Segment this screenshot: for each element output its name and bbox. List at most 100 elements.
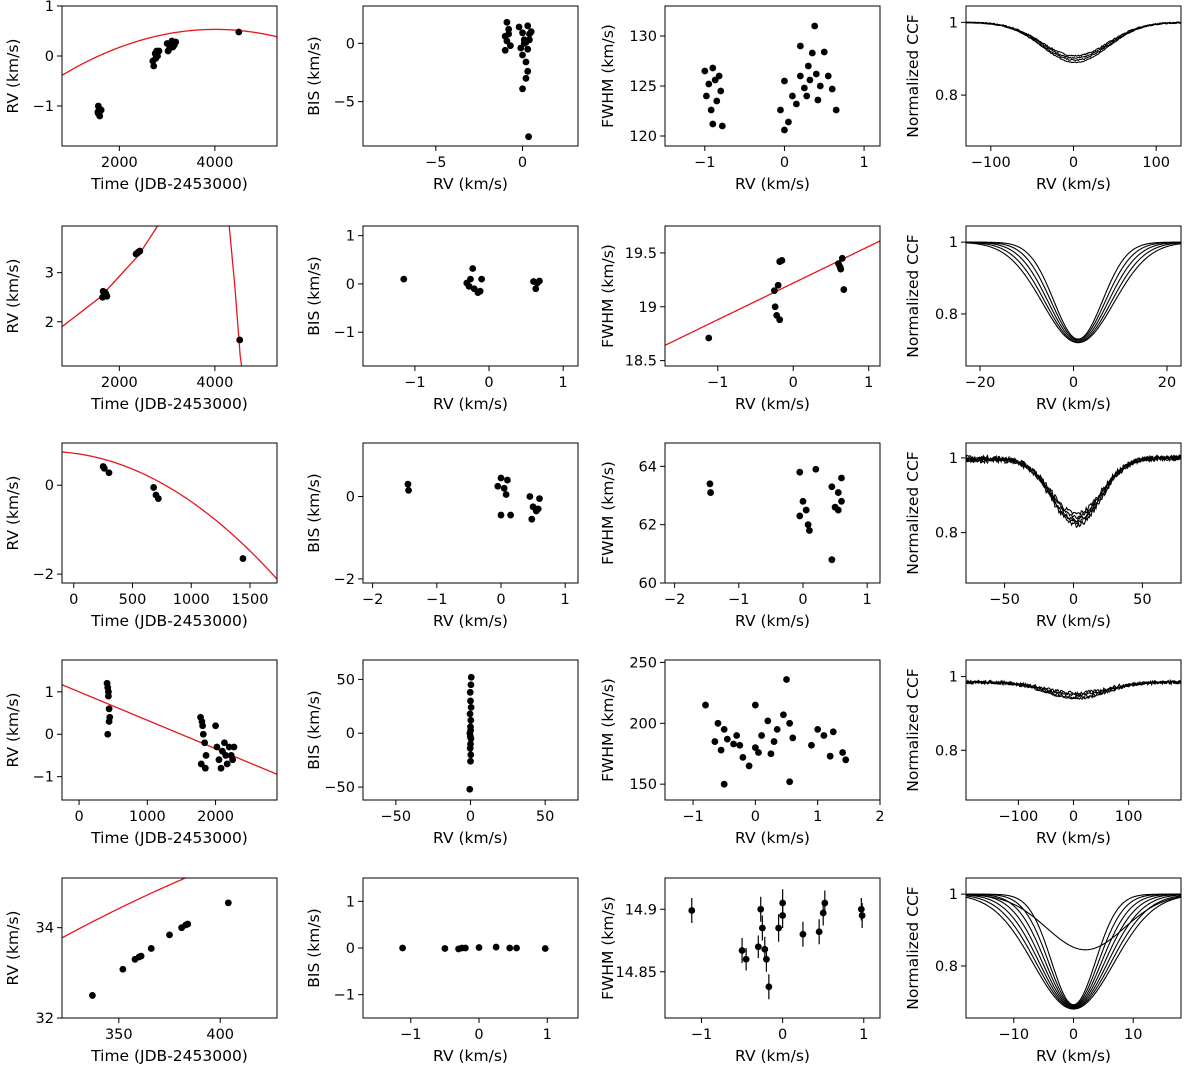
data-point	[172, 38, 180, 46]
data-point	[222, 752, 230, 759]
data-point	[534, 505, 542, 513]
axes-frame	[664, 442, 881, 584]
panel-r0c1: −5 0 −5 0 RV (km/s) BIS (km/s)	[305, 5, 579, 193]
x-axis-label: Time (JDB-2453000)	[90, 175, 248, 193]
data-point	[524, 67, 532, 75]
axes-frame	[664, 659, 881, 801]
plot-area	[665, 240, 880, 346]
plot-area	[966, 21, 1181, 64]
data-point	[229, 756, 237, 764]
data-point	[405, 486, 412, 494]
data-point	[789, 92, 796, 100]
data-point	[776, 316, 784, 324]
data-point	[221, 739, 228, 747]
data-point	[745, 762, 753, 770]
data-point	[715, 72, 723, 80]
ccf-curve	[966, 453, 1181, 517]
axes-frame	[362, 225, 579, 367]
x-axis-label: RV (km/s)	[433, 1047, 508, 1065]
y-tick-label: 120	[629, 129, 657, 145]
y-axis-label: BIS (km/s)	[305, 256, 323, 335]
data-point	[703, 92, 710, 100]
y-axis-label: Normalized CCF	[904, 668, 922, 791]
data-point	[134, 249, 141, 257]
plot-area	[400, 265, 543, 297]
x-axis-label: RV (km/s)	[433, 612, 508, 630]
data-point	[783, 676, 790, 683]
x-tick-label: 0	[789, 375, 798, 391]
data-point	[497, 511, 505, 519]
data-point	[507, 511, 515, 519]
plot-area	[501, 18, 535, 141]
data-point	[497, 474, 505, 482]
y-tick-label: 19	[639, 300, 657, 316]
data-point	[199, 730, 207, 738]
x-tick-label: −1	[694, 155, 715, 171]
data-point	[799, 930, 807, 938]
x-tick-label: 0	[1069, 155, 1078, 171]
data-point	[201, 739, 209, 747]
data-point	[519, 85, 526, 93]
data-point	[751, 701, 759, 709]
data-point	[815, 928, 823, 936]
data-point	[492, 943, 500, 951]
data-point	[705, 334, 713, 342]
plot-area	[62, 679, 277, 775]
data-point	[755, 749, 762, 756]
ccf-curve	[966, 894, 1181, 1009]
y-tick-label: 0	[346, 36, 355, 52]
axes-frame	[664, 225, 881, 367]
y-axis-label: RV (km/s)	[4, 259, 22, 334]
panel-r2c2: −2 −1 0 1 60 62 64 RV (km/s) FWHM (km/s)	[599, 442, 881, 630]
x-tick-label: −5	[425, 155, 446, 171]
data-point	[89, 992, 96, 999]
data-point	[399, 944, 406, 952]
y-tick-label: 1	[949, 887, 958, 903]
data-point	[147, 945, 155, 952]
x-tick-label: 1	[859, 1027, 868, 1043]
plot-area	[399, 943, 549, 953]
ccf-curve	[966, 895, 1181, 1009]
data-point	[857, 905, 865, 913]
data-point	[836, 263, 844, 271]
x-axis-label: RV (km/s)	[735, 175, 810, 193]
x-tick-label: −1	[682, 809, 703, 825]
data-point	[799, 497, 807, 505]
y-axis-label: BIS (km/s)	[305, 473, 323, 552]
y-axis-label: RV (km/s)	[4, 693, 22, 768]
ccf-curve	[966, 680, 1181, 700]
y-tick-label: −1	[33, 99, 54, 115]
plot-area	[404, 474, 543, 523]
data-point	[166, 931, 173, 939]
x-tick-label: 100	[1142, 155, 1170, 171]
x-tick-label: 1	[543, 1027, 552, 1043]
plot-area	[706, 465, 845, 564]
axes-frame	[61, 659, 278, 801]
data-point	[706, 480, 714, 488]
x-tick-label: −2	[664, 592, 685, 608]
axes-frame	[362, 5, 579, 147]
data-point	[842, 756, 850, 764]
data-point	[812, 70, 820, 78]
plot-area	[62, 226, 244, 366]
data-point	[707, 106, 715, 114]
panel-r2c3: −50 0 50 0.8 1 RV (km/s) Normalized CCF	[904, 442, 1182, 630]
y-axis-label: FWHM (km/s)	[599, 896, 617, 1000]
x-tick-label: 0	[466, 809, 475, 825]
data-point	[819, 909, 827, 917]
y-axis-label: Normalized CCF	[904, 14, 922, 137]
x-tick-label: 0	[798, 592, 807, 608]
data-point	[742, 955, 750, 963]
data-point	[702, 701, 709, 709]
data-point	[770, 287, 778, 295]
data-point	[838, 474, 845, 482]
x-tick-label: 0	[1069, 809, 1078, 825]
y-tick-label: 1	[949, 235, 958, 251]
data-point	[202, 752, 210, 759]
data-point	[803, 92, 811, 100]
data-point	[763, 955, 770, 963]
y-tick-label: 1	[45, 685, 54, 701]
x-tick-label: 1	[864, 375, 873, 391]
x-tick-label: 2000	[101, 375, 138, 391]
